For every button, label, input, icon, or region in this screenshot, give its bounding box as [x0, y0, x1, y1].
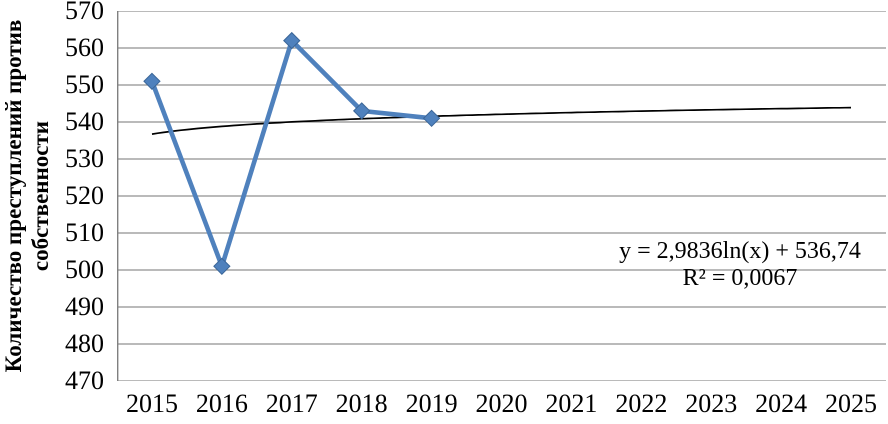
- y-tick-label: 500: [65, 255, 104, 284]
- y-tick-label: 540: [65, 107, 104, 136]
- data-point-marker: [143, 72, 161, 91]
- x-tick-label: 2017: [265, 389, 318, 418]
- trendline-annotation: y = 2,9836ln(x) + 536,74 R² = 0,0067: [560, 238, 888, 292]
- data-point-marker: [283, 31, 301, 50]
- x-tick-label: 2015: [125, 389, 178, 418]
- x-tick-label: 2022: [615, 389, 668, 418]
- y-tick-label: 480: [65, 329, 104, 358]
- x-tick-label: 2019: [405, 389, 458, 418]
- y-tick-label: 570: [65, 0, 104, 25]
- y-tick-label: 520: [65, 181, 104, 210]
- plot-canvas: [117, 11, 886, 381]
- y-tick-label: 550: [65, 70, 104, 99]
- data-point-marker: [213, 257, 231, 276]
- y-tick-label: 490: [65, 292, 104, 321]
- trendline-r-squared: R² = 0,0067: [682, 265, 798, 291]
- x-tick-label: 2018: [335, 389, 388, 418]
- y-tick-label: 560: [65, 33, 104, 62]
- x-tick-label: 2021: [545, 389, 598, 418]
- x-tick-label: 2024: [755, 389, 808, 418]
- x-tick-label: 2016: [195, 389, 248, 418]
- trendline-equation: y = 2,9836ln(x) + 536,74: [619, 238, 861, 264]
- y-tick-label: 510: [65, 218, 104, 247]
- data-point-marker: [422, 109, 441, 128]
- x-tick-label: 2023: [685, 389, 738, 418]
- y-tick-label: 530: [65, 144, 104, 173]
- y-axis-title-line-1: Количество преступлений против: [1, 19, 26, 373]
- trendline: [151, 106, 852, 135]
- data-point-marker: [352, 102, 371, 120]
- y-tick-label: 470: [65, 366, 104, 395]
- x-tick-label: 2020: [475, 389, 528, 418]
- plot-area: [117, 11, 886, 381]
- x-tick-label: 2025: [825, 389, 878, 418]
